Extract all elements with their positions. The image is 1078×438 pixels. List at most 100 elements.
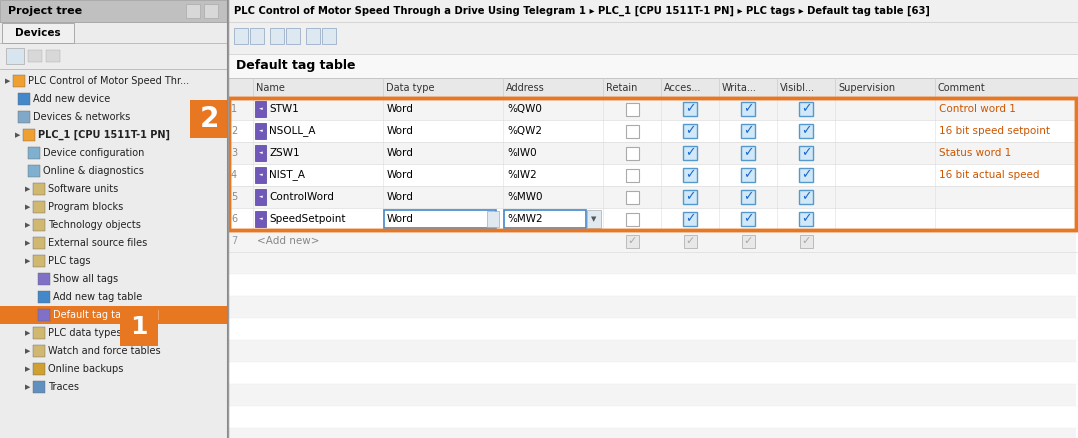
Bar bbox=[0, 342, 229, 360]
Bar bbox=[38, 291, 50, 303]
Bar bbox=[255, 101, 266, 117]
Bar bbox=[46, 50, 60, 62]
Bar bbox=[229, 0, 1078, 22]
Bar bbox=[286, 28, 300, 44]
Text: NIST_A: NIST_A bbox=[270, 170, 305, 180]
Bar bbox=[229, 318, 1076, 340]
Bar bbox=[229, 362, 1076, 384]
Bar bbox=[13, 75, 25, 87]
Text: Word: Word bbox=[387, 170, 414, 180]
Bar bbox=[683, 190, 697, 204]
Text: PLC Control of Motor Speed Through a Drive Using Telegram 1 ▸ PLC_1 [CPU 1511T-1: PLC Control of Motor Speed Through a Dri… bbox=[234, 6, 930, 16]
Bar bbox=[229, 120, 1076, 142]
Bar bbox=[799, 124, 813, 138]
Text: Name: Name bbox=[255, 83, 285, 93]
Bar bbox=[33, 345, 45, 357]
Bar bbox=[0, 216, 229, 234]
Text: ✓: ✓ bbox=[685, 124, 695, 138]
Text: Control word 1: Control word 1 bbox=[939, 104, 1015, 114]
Bar bbox=[0, 162, 229, 180]
Bar bbox=[120, 308, 158, 346]
Bar bbox=[229, 0, 1078, 438]
Text: 6: 6 bbox=[231, 214, 237, 224]
Bar bbox=[626, 169, 639, 182]
Text: ◄: ◄ bbox=[259, 128, 262, 134]
Bar bbox=[28, 50, 42, 62]
Text: Word: Word bbox=[387, 192, 414, 202]
Bar bbox=[229, 428, 1076, 438]
Text: 16 bit speed setpoint: 16 bit speed setpoint bbox=[939, 126, 1050, 136]
Bar bbox=[33, 183, 45, 195]
Bar bbox=[0, 180, 229, 198]
Bar bbox=[626, 213, 639, 226]
Text: Status word 1: Status word 1 bbox=[939, 148, 1011, 158]
Bar bbox=[0, 288, 229, 306]
Text: ▶: ▶ bbox=[5, 78, 11, 84]
Text: ◄: ◄ bbox=[259, 106, 262, 112]
Bar bbox=[683, 146, 697, 160]
Bar bbox=[229, 252, 1076, 274]
Text: Show all tags: Show all tags bbox=[53, 274, 119, 284]
Bar bbox=[799, 102, 813, 116]
Text: ✓: ✓ bbox=[686, 236, 694, 246]
Text: Online backups: Online backups bbox=[49, 364, 123, 374]
Bar bbox=[626, 125, 639, 138]
Text: %QW2: %QW2 bbox=[507, 126, 542, 136]
Text: 1: 1 bbox=[231, 104, 237, 114]
Text: ✓: ✓ bbox=[801, 169, 812, 181]
Text: ✓: ✓ bbox=[801, 124, 812, 138]
Bar bbox=[229, 384, 1076, 406]
Bar bbox=[28, 147, 40, 159]
Bar bbox=[741, 212, 755, 226]
Bar bbox=[229, 22, 1078, 54]
Bar bbox=[588, 210, 602, 228]
Text: Visibl...: Visibl... bbox=[780, 83, 815, 93]
Bar bbox=[683, 212, 697, 226]
Bar bbox=[33, 237, 45, 249]
Text: ▼: ▼ bbox=[592, 216, 597, 222]
Text: SpeedSetpoint: SpeedSetpoint bbox=[270, 214, 346, 224]
Text: Default tag table [63]: Default tag table [63] bbox=[53, 310, 160, 320]
Text: Comment: Comment bbox=[938, 83, 985, 93]
Text: ▶: ▶ bbox=[25, 348, 30, 354]
Bar bbox=[683, 168, 697, 182]
Text: STW1: STW1 bbox=[270, 104, 299, 114]
Bar bbox=[33, 363, 45, 375]
Text: PLC data types: PLC data types bbox=[49, 328, 122, 338]
Text: NSOLL_A: NSOLL_A bbox=[270, 126, 316, 137]
Text: ▶: ▶ bbox=[25, 366, 30, 372]
Bar bbox=[0, 22, 229, 23]
Text: Devices & networks: Devices & networks bbox=[33, 112, 130, 122]
Bar bbox=[626, 103, 639, 116]
Text: ▶: ▶ bbox=[25, 330, 30, 336]
Bar bbox=[229, 186, 1076, 208]
Bar bbox=[0, 90, 229, 108]
Text: Watch and force tables: Watch and force tables bbox=[49, 346, 161, 356]
Bar bbox=[33, 327, 45, 339]
Text: ◄: ◄ bbox=[259, 216, 262, 222]
Bar bbox=[33, 255, 45, 267]
Bar bbox=[683, 102, 697, 116]
Text: ✓: ✓ bbox=[685, 169, 695, 181]
Text: ✓: ✓ bbox=[743, 124, 754, 138]
Bar bbox=[229, 98, 1076, 230]
Bar bbox=[799, 212, 813, 226]
Text: Program blocks: Program blocks bbox=[49, 202, 123, 212]
Bar bbox=[487, 211, 499, 227]
Text: Technology objects: Technology objects bbox=[49, 220, 141, 230]
Bar bbox=[38, 309, 50, 321]
Text: Devices: Devices bbox=[15, 28, 60, 38]
Text: ✓: ✓ bbox=[743, 191, 754, 204]
Bar bbox=[18, 111, 30, 123]
Bar bbox=[204, 4, 218, 18]
Bar bbox=[741, 168, 755, 182]
Text: ◄: ◄ bbox=[259, 194, 262, 199]
Bar bbox=[0, 0, 229, 22]
Bar bbox=[33, 219, 45, 231]
Bar bbox=[234, 28, 248, 44]
Text: ✓: ✓ bbox=[743, 212, 754, 226]
Bar bbox=[306, 28, 320, 44]
Text: %IW0: %IW0 bbox=[507, 148, 537, 158]
Text: ✓: ✓ bbox=[685, 102, 695, 116]
Text: PLC Control of Motor Speed Thr...: PLC Control of Motor Speed Thr... bbox=[28, 76, 189, 86]
